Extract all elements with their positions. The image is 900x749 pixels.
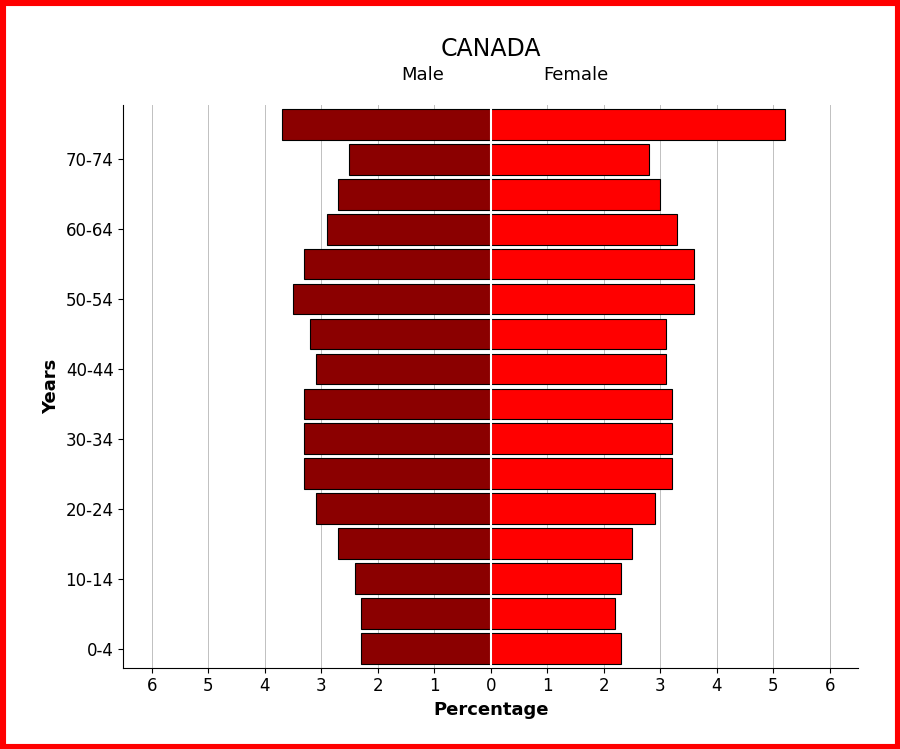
Bar — [356, 563, 490, 594]
Bar — [491, 563, 621, 594]
Text: Male: Male — [401, 66, 445, 84]
Bar — [361, 598, 491, 629]
Bar — [282, 109, 490, 139]
Bar — [491, 179, 661, 210]
Bar — [491, 249, 694, 279]
Bar — [491, 458, 671, 489]
Bar — [491, 598, 615, 629]
Bar — [491, 144, 649, 175]
Bar — [310, 318, 490, 349]
Bar — [304, 458, 491, 489]
Title: CANADA: CANADA — [440, 37, 541, 61]
Bar — [491, 423, 671, 454]
Text: Female: Female — [543, 66, 608, 84]
Bar — [316, 354, 490, 384]
Bar — [491, 354, 666, 384]
Bar — [292, 284, 490, 315]
Bar — [327, 213, 490, 244]
Bar — [491, 494, 654, 524]
Bar — [491, 528, 632, 559]
Bar — [304, 389, 491, 419]
Bar — [304, 423, 491, 454]
Bar — [491, 213, 677, 244]
Bar — [338, 179, 490, 210]
Bar — [361, 633, 491, 664]
Bar — [491, 109, 785, 139]
Bar — [304, 249, 491, 279]
Bar — [491, 284, 694, 315]
X-axis label: Percentage: Percentage — [433, 701, 548, 719]
Bar — [491, 318, 666, 349]
Bar — [491, 389, 671, 419]
Bar — [338, 528, 490, 559]
Bar — [349, 144, 490, 175]
Y-axis label: Years: Years — [42, 359, 60, 414]
Bar — [491, 633, 621, 664]
Bar — [316, 494, 490, 524]
